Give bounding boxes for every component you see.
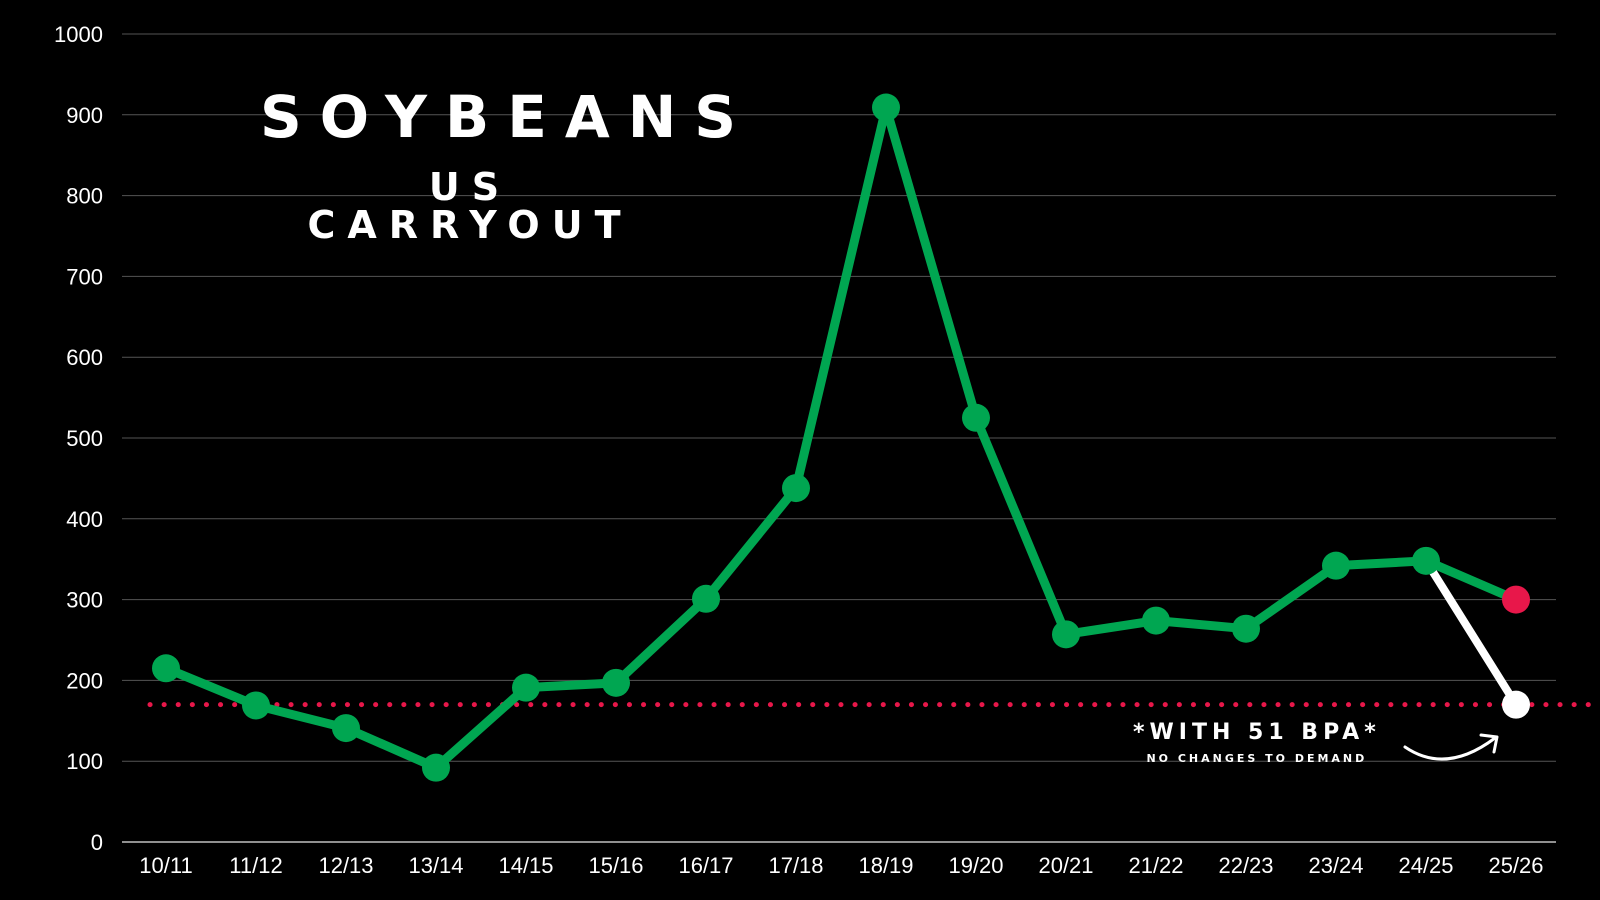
data-point — [512, 673, 540, 702]
y-tick-label: 400 — [66, 507, 103, 532]
x-tick-label: 17/18 — [768, 853, 823, 878]
data-point — [1142, 606, 1170, 635]
y-tick-label: 100 — [66, 749, 103, 774]
chart-title: SOYBEANS — [260, 83, 755, 151]
y-tick-label: 300 — [66, 588, 103, 613]
x-tick-label: 16/17 — [678, 853, 733, 878]
y-tick-label: 700 — [66, 264, 103, 289]
data-point — [872, 93, 900, 122]
x-tick-label: 12/13 — [318, 853, 373, 878]
x-axis: 10/11 11/12 12/13 13/14 14/15 15/16 16/17 17/18… — [139, 853, 1543, 878]
annotation: *WITH 51 BPA* NO CHANGES TO DEMAND — [1133, 720, 1381, 766]
x-tick-label: 10/11 — [139, 853, 192, 878]
curved-arrow-icon — [1403, 736, 1497, 761]
x-tick-label: 13/14 — [408, 853, 463, 878]
title-block: SOYBEANS US CARRYOUT — [260, 83, 755, 247]
x-tick-label: 23/24 — [1308, 853, 1363, 878]
data-point — [1052, 620, 1080, 649]
x-tick-label: 14/15 — [498, 853, 553, 878]
data-point-alt — [1502, 690, 1530, 719]
annotation-text: *WITH 51 BPA* — [1133, 720, 1381, 745]
x-tick-label: 11/12 — [229, 853, 282, 878]
annotation-subtext: NO CHANGES TO DEMAND — [1146, 752, 1368, 765]
x-tick-label: 15/16 — [588, 853, 643, 878]
data-point — [1322, 551, 1350, 580]
x-tick-label: 19/20 — [948, 853, 1003, 878]
data-point — [782, 474, 810, 503]
y-tick-label: 600 — [66, 345, 103, 370]
annotation-arrow-group — [1403, 733, 1499, 761]
y-tick-label: 500 — [66, 426, 103, 451]
x-tick-label: 25/26 — [1488, 853, 1543, 878]
arrow-head-icon — [1479, 733, 1499, 754]
x-tick-label: 18/19 — [858, 853, 913, 878]
data-point — [332, 714, 360, 743]
data-point — [602, 668, 630, 697]
y-tick-label: 900 — [66, 103, 103, 128]
y-tick-label: 800 — [66, 184, 103, 209]
data-point — [242, 691, 270, 720]
data-point — [692, 584, 720, 613]
x-tick-label: 22/23 — [1218, 853, 1273, 878]
series-line-alt — [1422, 556, 1520, 709]
y-tick-label: 200 — [66, 668, 103, 693]
y-tick-label: 1000 — [54, 22, 103, 47]
grid-lines — [122, 33, 1556, 843]
series-group — [152, 93, 1530, 782]
data-point — [1412, 546, 1440, 575]
y-tick-label: 0 — [91, 830, 103, 855]
x-tick-label: 21/22 — [1128, 853, 1183, 878]
y-axis: 0 100 200 300 400 500 600 700 800 900 1000 — [54, 22, 103, 855]
series-line-main — [161, 103, 1521, 773]
data-point — [962, 403, 990, 432]
data-point-projected — [1502, 585, 1530, 614]
x-tick-label: 24/25 — [1398, 853, 1453, 878]
data-point — [152, 654, 180, 683]
x-tick-label: 20/21 — [1038, 853, 1093, 878]
data-point — [422, 753, 450, 782]
chart-subtitle: US CARRYOUT — [307, 165, 633, 247]
data-point — [1232, 614, 1260, 643]
